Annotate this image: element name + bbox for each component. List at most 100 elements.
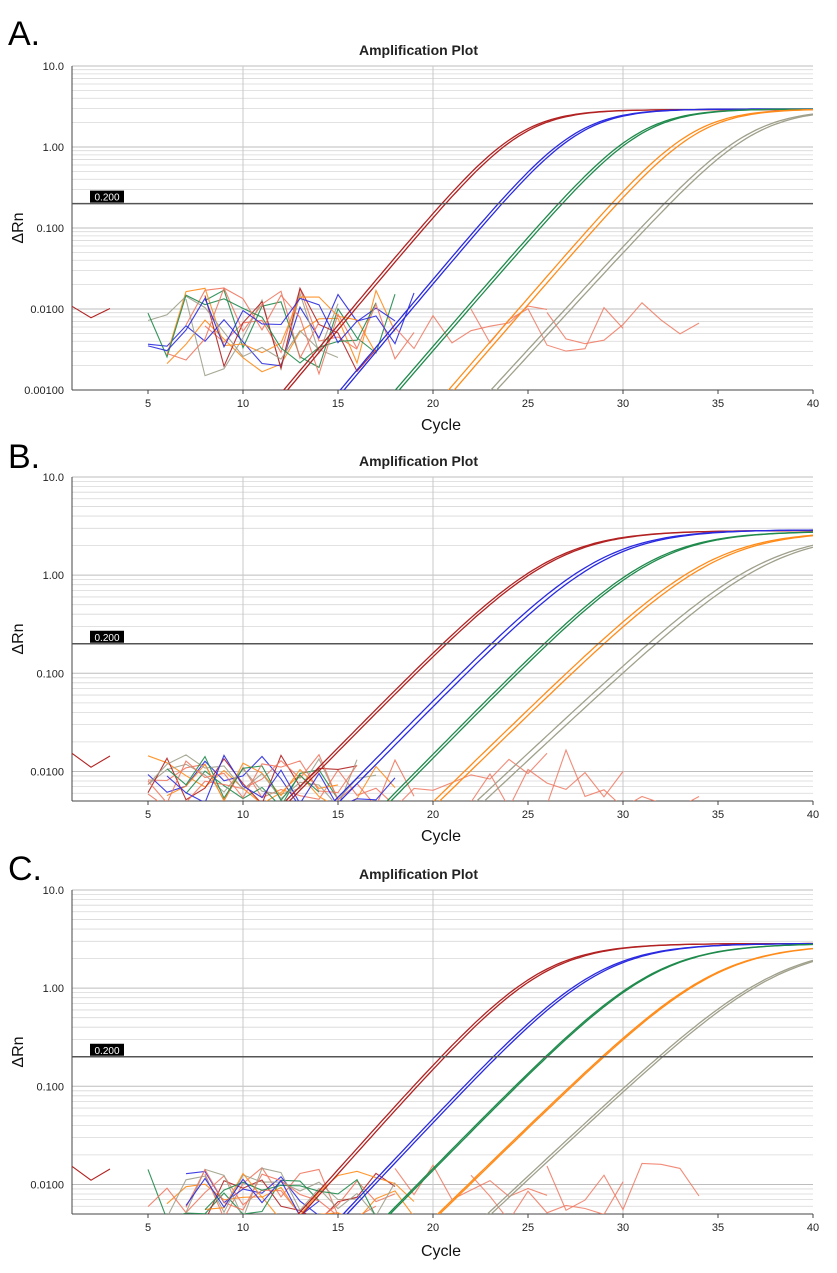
baseline-noise-trace [147, 1175, 396, 1214]
y-axis-title: ΔRn [10, 212, 27, 243]
baseline-noise-trace [204, 1178, 376, 1214]
baseline-noise-trace [400, 752, 548, 801]
x-tick-label: 10 [237, 809, 249, 821]
x-tick-label: 10 [237, 398, 249, 410]
y-tick-label: 10.0 [43, 885, 64, 897]
baseline-noise-trace [166, 287, 377, 355]
curve-gray-1 [486, 959, 813, 1214]
y-tick-label: 0.0100 [30, 1179, 64, 1191]
curve-red-2 [286, 108, 813, 390]
panel-c: C. Amplification Plot 10.0 1.00 0.100 0.0100 5… [8, 850, 819, 1260]
panel-b: B. Amplification Plot 10.0 1.00 0.100 0.0100 5… [8, 438, 819, 845]
x-tick-label: 30 [617, 398, 629, 410]
x-tick-label: 35 [712, 398, 724, 410]
y-axis-title: ΔRn [10, 1036, 27, 1067]
curve-red-2 [288, 529, 813, 801]
baseline-noise-trace [166, 754, 396, 801]
curve-green-2 [389, 531, 813, 801]
threshold-label: 0.200 [94, 193, 119, 204]
y-tick-label: 10.0 [43, 61, 64, 73]
x-tick-label: 30 [617, 809, 629, 821]
x-tick-label: 25 [522, 398, 534, 410]
curve-blue-2 [346, 943, 813, 1214]
x-tick-label: 10 [237, 1222, 249, 1234]
x-tick-label: 5 [145, 809, 151, 821]
threshold-label: 0.200 [94, 633, 119, 644]
panel-a: A. Amplification Plot 10.0 1.00 0.100 0.0100 0… [8, 15, 819, 434]
baseline-noise-trace [166, 1183, 413, 1214]
x-tick-label: 40 [807, 1222, 819, 1234]
threshold-label-bg [90, 630, 124, 643]
x-tick-label: 25 [522, 809, 534, 821]
x-tick-label: 20 [427, 1222, 439, 1234]
baseline-noise-trace [147, 753, 415, 801]
baseline-noise-trace [470, 1174, 624, 1214]
x-tick-label: 40 [807, 809, 819, 821]
curve-green-2 [398, 108, 813, 390]
curve-blue-2 [343, 108, 813, 390]
baseline-noise-trace [147, 292, 415, 352]
baseline-noise-trace [72, 1165, 111, 1181]
curve-orange-2 [438, 948, 813, 1214]
x-axis-title: Cycle [421, 1243, 461, 1260]
x-tick-label: 15 [332, 398, 344, 410]
x-tick-label: 35 [712, 809, 724, 821]
grid [72, 476, 813, 802]
y-tick-label: 0.100 [36, 668, 64, 680]
panel-letter: A. [8, 15, 40, 53]
baseline-noise-trace [166, 762, 339, 801]
x-tick-label: 15 [332, 1222, 344, 1234]
x-axis-title: Cycle [421, 417, 461, 434]
curve-green-2 [389, 943, 813, 1214]
curve-orange-2 [438, 535, 813, 801]
baseline-noise-trace [147, 293, 396, 367]
threshold-label: 0.200 [94, 1046, 119, 1057]
y-tick-label: 0.0100 [30, 304, 64, 316]
baseline-noise-trace [471, 768, 624, 801]
x-tick-label: 35 [712, 1222, 724, 1234]
plot-area [72, 529, 813, 801]
y-tick-label: 0.0100 [30, 766, 64, 778]
panel-letter: B. [8, 438, 40, 476]
curve-red-2 [301, 942, 813, 1214]
curve-orange-1 [447, 108, 813, 390]
baseline-noise-trace [185, 291, 339, 377]
y-tick-label: 0.100 [36, 1081, 64, 1093]
grid [72, 889, 813, 1215]
curve-gray-1 [490, 113, 813, 390]
x-tick-label: 5 [145, 1222, 151, 1234]
baseline-noise-trace [72, 752, 111, 768]
plot-area [72, 108, 813, 390]
x-tick-label: 25 [522, 1222, 534, 1234]
x-tick-label: 15 [332, 809, 344, 821]
chart-title: Amplification Plot [359, 453, 478, 469]
baseline-noise-trace [546, 1162, 700, 1211]
curve-orange-2 [453, 109, 813, 390]
baseline-noise-trace [394, 1164, 548, 1201]
x-tick-label: 30 [617, 1222, 629, 1234]
y-axis-title: ΔRn [10, 623, 27, 654]
chart-title: Amplification Plot [359, 42, 478, 58]
chart-title: Amplification Plot [359, 866, 478, 882]
x-tick-label: 40 [807, 398, 819, 410]
y-tick-label: 1.00 [43, 142, 64, 154]
y-tick-label: 0.00100 [24, 385, 64, 397]
plot-area [72, 942, 813, 1214]
baseline-noise-trace [185, 1167, 396, 1214]
baseline-noise-trace [204, 1170, 415, 1214]
grid [72, 65, 813, 391]
x-tick-label: 5 [145, 398, 151, 410]
y-tick-label: 0.100 [36, 223, 64, 235]
baseline-noise-trace [185, 1177, 320, 1214]
panel-letter: C. [8, 850, 42, 888]
baseline-noise-trace [72, 305, 111, 319]
baseline-noise-trace [166, 755, 320, 801]
baseline-noise-trace [147, 1169, 320, 1214]
baseline-noise-trace [147, 760, 358, 801]
curve-orange-1 [432, 534, 813, 801]
curve-gray-2 [495, 114, 813, 390]
curve-gray-2 [483, 546, 813, 801]
y-tick-label: 1.00 [43, 570, 64, 582]
